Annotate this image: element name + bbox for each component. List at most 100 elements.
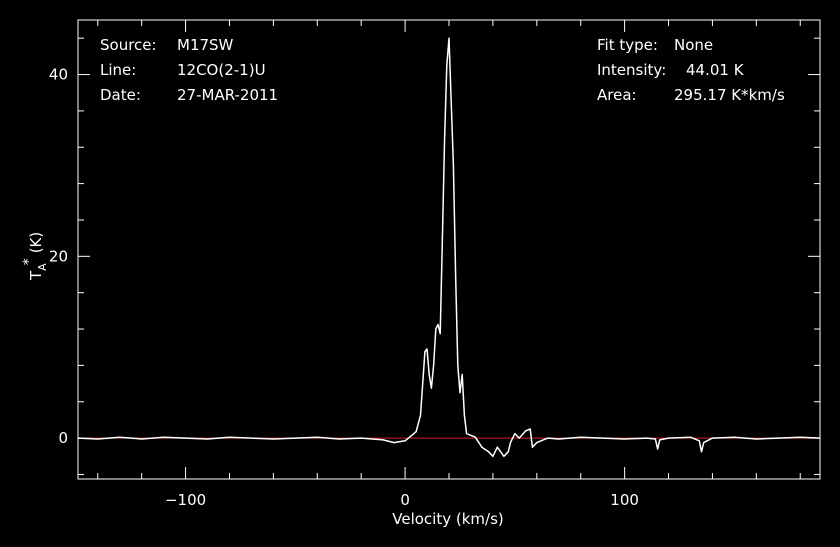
spectrum-point [119,436,121,438]
spectrum-point [703,442,705,444]
spectrum-point [518,437,520,439]
source-value: M17SW [177,36,234,54]
spectrum-point [558,438,560,440]
spectrum-point [580,436,582,438]
spectrum-point [657,448,659,450]
spectrum-point [487,451,490,453]
spectrum-point [455,273,457,276]
spectrum-point [602,437,604,439]
area-label: Area: [597,86,637,104]
spectrum-point [141,438,143,440]
spectrum-point [755,438,757,440]
spectrum-point [452,164,454,166]
spectrum-point [435,328,437,330]
date-label: Date: [100,86,141,104]
x-tick-label: −100 [165,491,206,509]
spectrum-point [316,436,318,438]
spectrum-point [698,440,700,442]
spectrum-point [437,323,439,326]
spectrum-point [777,437,779,439]
spectrum-point [509,442,512,444]
spectrum-point [457,364,459,366]
source-label: Source: [100,36,157,54]
spectrum-point [514,433,516,435]
line-value: 12CO(2-1)U [177,61,266,79]
fit-type-value: None [674,36,713,54]
plot-frame [77,19,821,480]
spectrum-point [450,101,452,103]
spectrum-line [77,37,821,458]
spectrum-point [206,438,209,440]
spectrum-point [272,438,274,440]
date-value: 27-MAR-2011 [177,86,278,104]
spectrum-point [711,437,714,439]
spectrum-point [461,373,463,376]
spectrum-point [393,442,395,444]
spectrum-point [415,431,417,433]
spectrum-point [503,455,505,457]
spectrum-point [294,437,296,439]
spectrum-point [470,434,472,436]
spectrum-point [646,437,648,439]
y-tick-label: 20 [49,247,68,265]
spectrum-point [463,414,465,416]
line-label: Line: [100,61,136,79]
spectrum-point [426,348,428,350]
spectrum-point [536,442,538,444]
fit-type-label: Fit type: [597,36,658,54]
y-axis-label-main: T [27,270,45,281]
spectrum-point [733,436,736,438]
spectrum-point [430,387,432,389]
spectrum-point [433,364,435,366]
spectrum-point [507,451,509,453]
spectrum-point [654,438,657,440]
spectrum-point [97,438,99,440]
svg-text:TA*(K): TA* (K) [21,232,49,281]
spectrum-point [529,428,531,430]
spectrum-point [689,436,692,438]
x-tick-label: 100 [610,491,639,509]
spectrum-point [667,437,670,439]
y-tick-label: 40 [49,66,68,84]
spectrum-point [474,436,476,438]
spectrum-point [382,439,384,441]
spectrum-point [448,37,450,39]
spectrum-point [422,383,424,385]
spectrum-point [466,433,468,435]
x-axis-label: Velocity (km/s) [392,510,503,528]
spectrum-point [799,436,801,438]
spectrum-point [624,438,626,440]
y-tick-label: 0 [58,429,68,447]
y-axis-label-sup: * [21,258,37,265]
spectrum-point [492,455,494,457]
spectrum-point [228,436,231,438]
intensity-label: Intensity: [597,61,666,79]
spectrum-point [441,237,443,239]
spectrum-point [411,434,413,436]
spectrum-point [360,437,362,439]
y-axis-label-sub: A [36,263,49,271]
spectrum-point [428,373,430,376]
spectrum-point [446,64,448,66]
x-tick-label: 0 [400,491,410,509]
y-axis-label: TA* (K) [21,232,49,281]
spectrum-point [439,333,441,335]
spectrum-point [531,446,534,448]
spectrum-point [459,392,461,394]
ticks-layer: −100 0 100 0 20 40 [49,20,820,509]
spectrum-point [547,437,549,439]
spectrum-point [525,430,527,432]
spectrum-point [496,446,498,448]
spectrum-point [700,451,703,453]
y-axis-label-unit: (K) [27,232,45,254]
spectrum-point [419,414,422,416]
area-value: 295.17 K*km/s [674,86,785,104]
spectrum-point [250,437,252,439]
spectrum-point [163,436,165,438]
intensity-value: 44.01 K [686,61,745,79]
spectrum-point [424,351,426,353]
spectrum-point [404,440,406,442]
spectrum-point [338,438,340,440]
